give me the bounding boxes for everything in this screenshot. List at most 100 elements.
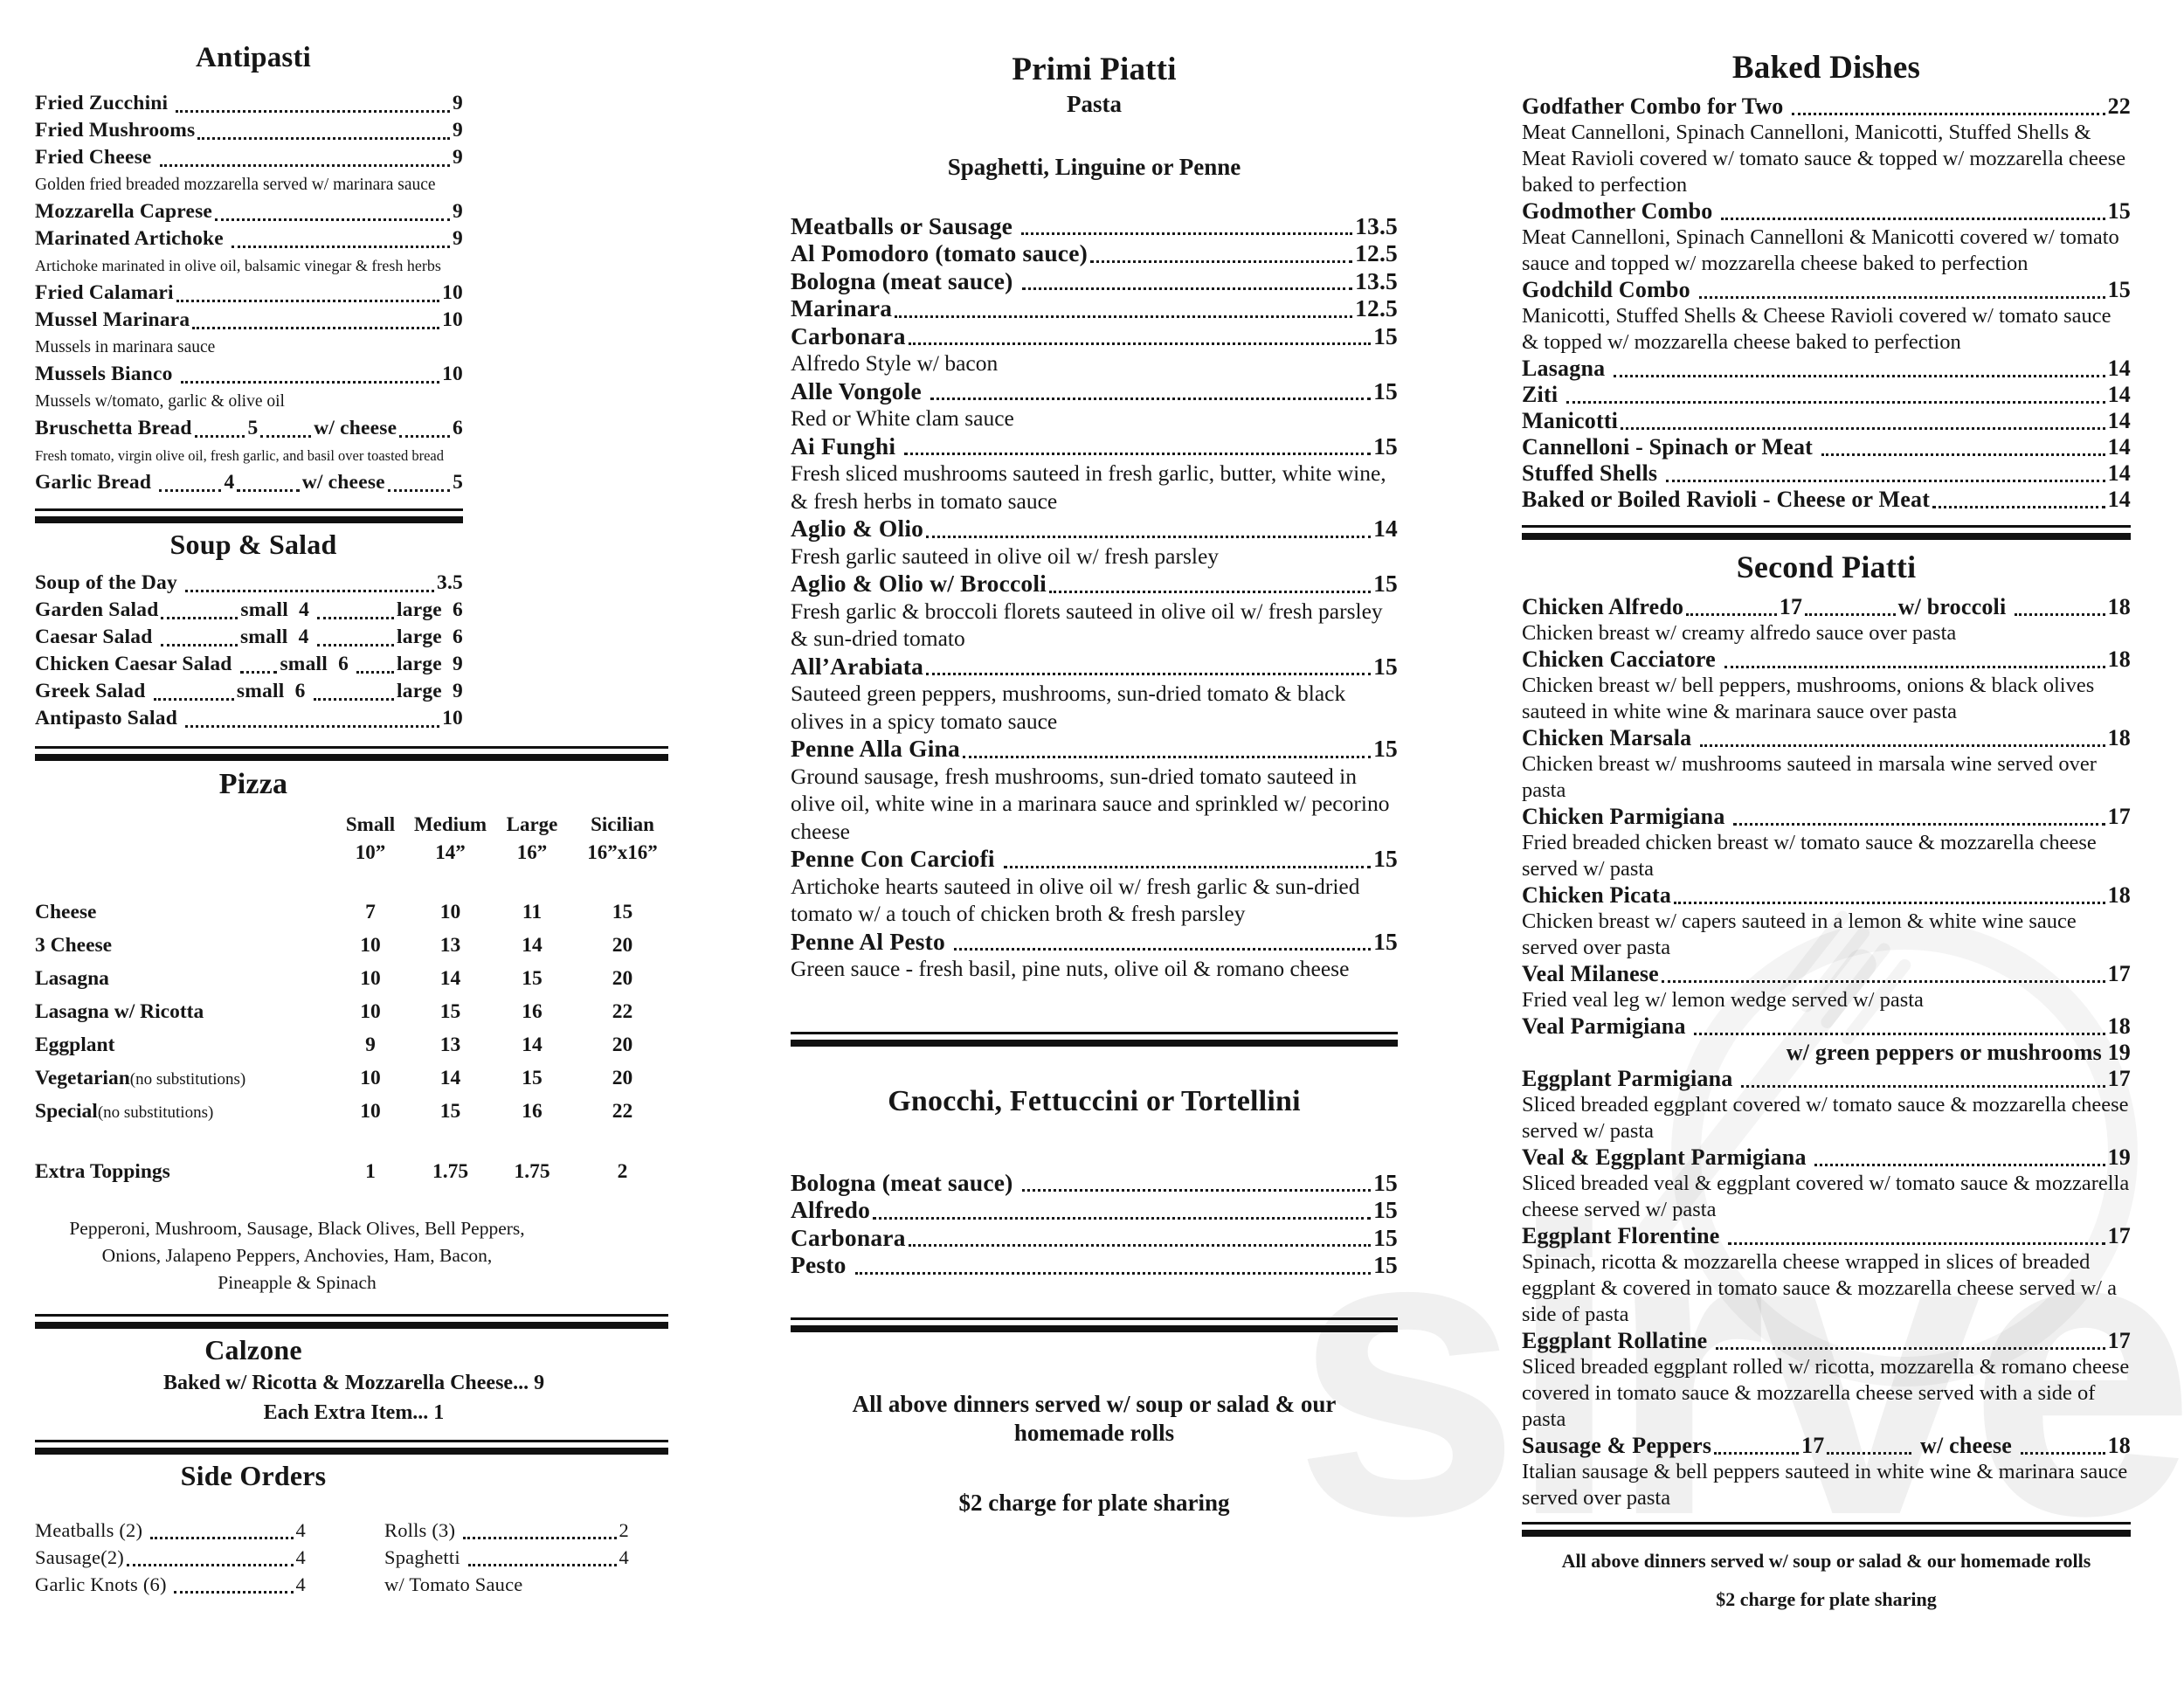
menu-item-row: Fried Zucchini 9 — [35, 90, 463, 117]
dotted-leader — [908, 342, 1372, 345]
menu-item-row: Ai Funghi 15 — [791, 432, 1398, 460]
item-name: 4 — [619, 1546, 629, 1568]
dotted-leader — [954, 948, 1372, 951]
dotted-leader — [1814, 1164, 2105, 1166]
dotted-leader — [1714, 1452, 1800, 1455]
dotted-leader — [1805, 613, 1896, 616]
item-name: Carbonara — [791, 1223, 906, 1251]
item-price: 9 — [453, 119, 463, 142]
item-price: 9 — [453, 146, 463, 169]
item-description: Artichoke marinated in olive oil, balsam… — [35, 257, 441, 274]
item-price: 9 — [453, 227, 463, 250]
menu-item-row: Al Pomodoro (tomato sauce) 12.5 — [791, 239, 1398, 267]
item-name: Rolls (3) — [384, 1519, 461, 1541]
item-price: 13.5 — [1355, 211, 1398, 239]
item-price: 13.5 — [1355, 266, 1398, 294]
item-price: 17 — [2107, 961, 2131, 986]
item-price: 14 — [2107, 356, 2131, 381]
menu-item-row: Bologna (meat sauce) 13.5 — [791, 267, 1398, 295]
menu-item-row: Marinara 12.5 — [791, 294, 1398, 322]
item-name: Baked or Boiled Ravioli - Cheese or Meat — [1522, 487, 1931, 512]
dotted-leader — [1614, 375, 2105, 377]
menu-item-row: Aglio & Olio w/ Broccoli 15 — [791, 570, 1398, 598]
section-header-antipasti: Antipasti — [196, 42, 311, 73]
center-line: Pasta — [1067, 91, 1122, 117]
item-description: Sliced breaded eggplant rolled w/ ricott… — [1522, 1355, 2130, 1431]
section-header-soup-salad: Soup & Salad — [169, 529, 337, 560]
item-description: Golden fried breaded mozzarella served w… — [35, 176, 436, 194]
pizza-item-name: Extra Toppings — [35, 1160, 332, 1184]
item-price: 14 — [2107, 382, 2131, 407]
menu-item-row: Bologna (meat sauce) 15 — [791, 1169, 1398, 1197]
item-name: Godfather Combo for Two — [1522, 93, 1790, 119]
pizza-item-label: Extra Toppings — [35, 1160, 170, 1183]
dotted-leader — [1686, 613, 1777, 616]
pizza-price: 11 — [522, 901, 543, 923]
item-description: Fresh sliced mushrooms sauteed in fresh … — [791, 460, 1386, 514]
pizza-item-note: (no substitutions) — [97, 1103, 214, 1122]
item-description: Ground sausage, fresh mushrooms, sun-dri… — [791, 763, 1390, 844]
pizza-size-inches: 16”x16” — [587, 841, 658, 863]
item-description: Chicken breast w/ bell peppers, mushroom… — [1522, 674, 2095, 723]
menu-item-row: w/ Tomato Sauce — [384, 1571, 629, 1598]
dotted-leader — [153, 698, 234, 701]
menu-item-row: Caesar Salad small 4 large 6 — [35, 624, 463, 651]
dotted-leader — [180, 381, 440, 384]
menu-item-row: Greek Salad small 6 large 9 — [35, 678, 463, 705]
dotted-leader — [313, 698, 395, 701]
item-description: Mussels in marinara sauce — [35, 338, 216, 356]
item-description: Sliced breaded veal & eggplant covered w… — [1522, 1172, 2130, 1221]
item-name: Chicken Parmigiana — [1522, 804, 1731, 829]
dotted-leader — [895, 315, 1353, 318]
item-name: large 9 — [397, 680, 464, 702]
menu-item-row: Chicken Parmigiana 17 — [1522, 804, 2131, 830]
menu-item-row: Soup of the Day 3.5 — [35, 570, 463, 597]
pizza-table-row: 3 Cheese 10 13 14 20 — [35, 934, 673, 958]
item-description: Chicken breast w/ creamy alfredo sauce o… — [1522, 621, 1957, 645]
pizza-table-row: 10” 14” 16” 16”x16” — [35, 841, 673, 864]
pizza-item-name: Special(no substitutions) — [35, 1100, 332, 1124]
dotted-leader — [150, 1537, 294, 1539]
menu-item-row: Carbonara 15 — [791, 322, 1398, 350]
item-price: 12.5 — [1355, 239, 1398, 266]
menu-item-row: Garden Salad small 4 large 6 — [35, 597, 463, 624]
menu-item-row: Godmother Combo 15 — [1522, 198, 2131, 225]
center-line: All above dinners served w/ soup or sala… — [1561, 1550, 2091, 1572]
item-name: Godchild Combo — [1522, 277, 1697, 302]
note-line: Pepperoni, Mushroom, Sausage, Black Oliv… — [69, 1218, 525, 1239]
dotted-leader — [1821, 453, 2105, 456]
pizza-price: 1.75 — [514, 1160, 550, 1183]
pizza-price: 10 — [360, 1067, 381, 1089]
menu-item-row: Alfredo 15 — [791, 1196, 1398, 1224]
pizza-price: 14 — [522, 934, 543, 957]
pizza-table-row: Small Medium Large Sicilian — [35, 813, 673, 836]
item-name: w/ green peppers or mushrooms — [1786, 1040, 2108, 1065]
item-name: small 4 — [239, 626, 314, 648]
item-name: Eggplant Rollatine — [1522, 1328, 1714, 1353]
dotted-leader — [160, 644, 238, 646]
menu-item-row: Rolls (3) 2 — [384, 1517, 629, 1544]
item-price: 14 — [2107, 408, 2131, 433]
dotted-leader — [1741, 1085, 2105, 1088]
item-name: large 6 — [397, 598, 464, 621]
pizza-item-label: Eggplant — [35, 1034, 115, 1056]
divider-rule — [1522, 1522, 2131, 1537]
menu-item-row: All’Arabiata 15 — [791, 653, 1398, 681]
item-price: 6 — [453, 417, 463, 439]
item-name: Fried Mushrooms — [35, 119, 196, 142]
menu-item-row: Veal Parmigiana 18 — [1522, 1013, 2131, 1040]
pizza-size-inches: 10” — [355, 841, 386, 863]
pizza-size-header: Large — [506, 813, 558, 835]
dotted-leader — [161, 617, 238, 619]
item-price: 17 — [1801, 1433, 1825, 1458]
pizza-item-name: Lasagna w/ Ricotta — [35, 1000, 332, 1024]
pizza-table-row: Eggplant 9 13 14 20 — [35, 1034, 673, 1057]
menu-item-row: Ziti 14 — [1522, 382, 2131, 408]
item-name: small 6 — [280, 653, 355, 675]
pizza-size-header: Medium — [413, 813, 487, 835]
item-name: Greek Salad — [35, 680, 151, 702]
pizza-price: 1 — [365, 1160, 376, 1183]
item-price: 15 — [2107, 277, 2131, 302]
section-header-primi-piatti: Primi Piatti — [1012, 52, 1177, 87]
